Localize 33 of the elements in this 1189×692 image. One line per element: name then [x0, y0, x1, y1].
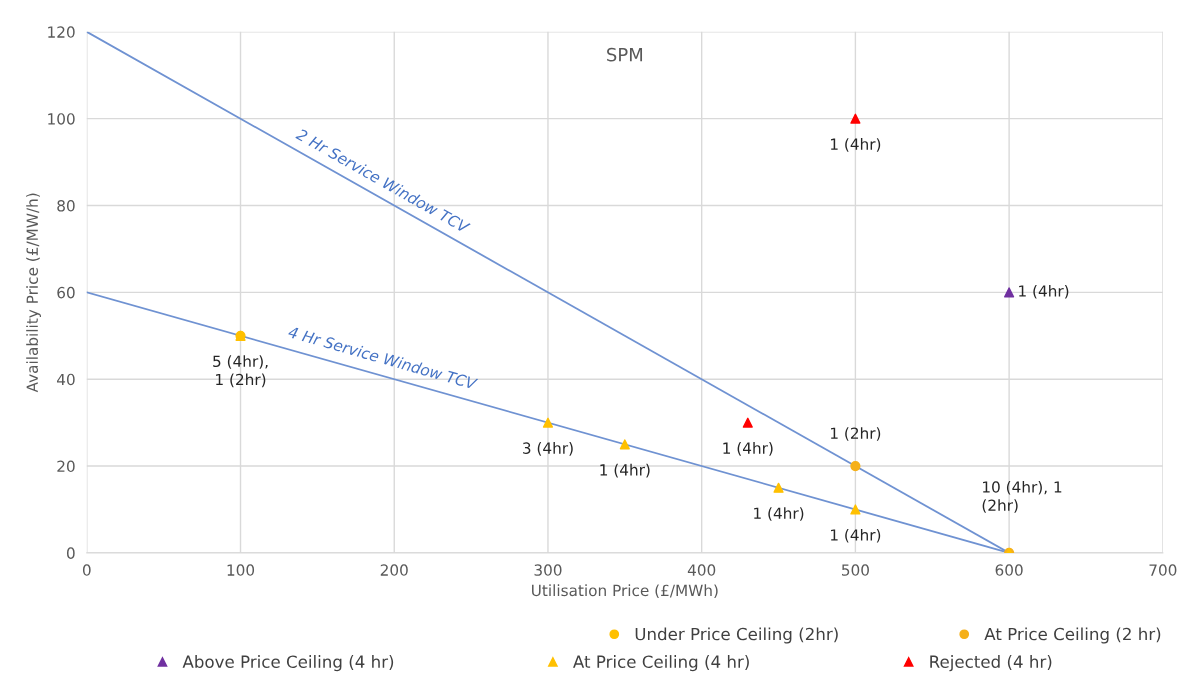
x-tick-label: 500: [842, 564, 869, 576]
x-tick-label: 300: [534, 564, 562, 576]
y-tick-label: 120: [48, 26, 75, 38]
annotation: 1 (4hr): [723, 442, 773, 456]
y-tick-label: 40: [56, 373, 75, 386]
annotation: 1 (4hr): [754, 507, 804, 521]
y-axis-title: Availability Price (£/MW/h): [26, 193, 41, 393]
text: SPM: [607, 47, 643, 62]
legend-label: Above Price Ceiling (4 hr): [182, 655, 394, 672]
annotation: 1 (4hr): [830, 528, 881, 543]
annotation: 3 (4hr): [523, 442, 573, 456]
annotation: 1 (2hr): [830, 427, 881, 441]
annotation: 5 (4hr), 1 (2hr): [213, 355, 268, 388]
y-tick-label: 0: [66, 547, 75, 559]
y-tick-label: 20: [57, 460, 75, 473]
legend-label: At Price Ceiling (4 hr): [573, 655, 749, 672]
legend-label: Rejected (4 hr): [930, 655, 1052, 672]
annotation: 10 (4hr), 1 (2hr): [982, 480, 1062, 513]
annotation: 1 (4hr): [1019, 284, 1069, 299]
x-tick-label: 100: [227, 564, 255, 576]
x-tick-label: 200: [380, 564, 408, 576]
y-tick-label: 60: [57, 286, 75, 299]
x-tick-label: 700: [1149, 564, 1177, 576]
x-tick-label: 600: [995, 564, 1023, 576]
x-axis-title: Utilisation Price (£/MWh): [532, 584, 718, 598]
annotation: 1 (4hr): [600, 463, 650, 478]
y-tick-label: 100: [48, 113, 75, 125]
x-tick-label: 400: [687, 564, 716, 576]
annotation: 1 (4hr): [830, 138, 881, 152]
legend-label: Under Price Ceiling (2hr): [635, 627, 838, 644]
x-tick-label: 0: [82, 564, 91, 576]
legend-label: At Price Ceiling (2 hr): [984, 627, 1161, 644]
y-tick-label: 80: [57, 199, 75, 212]
